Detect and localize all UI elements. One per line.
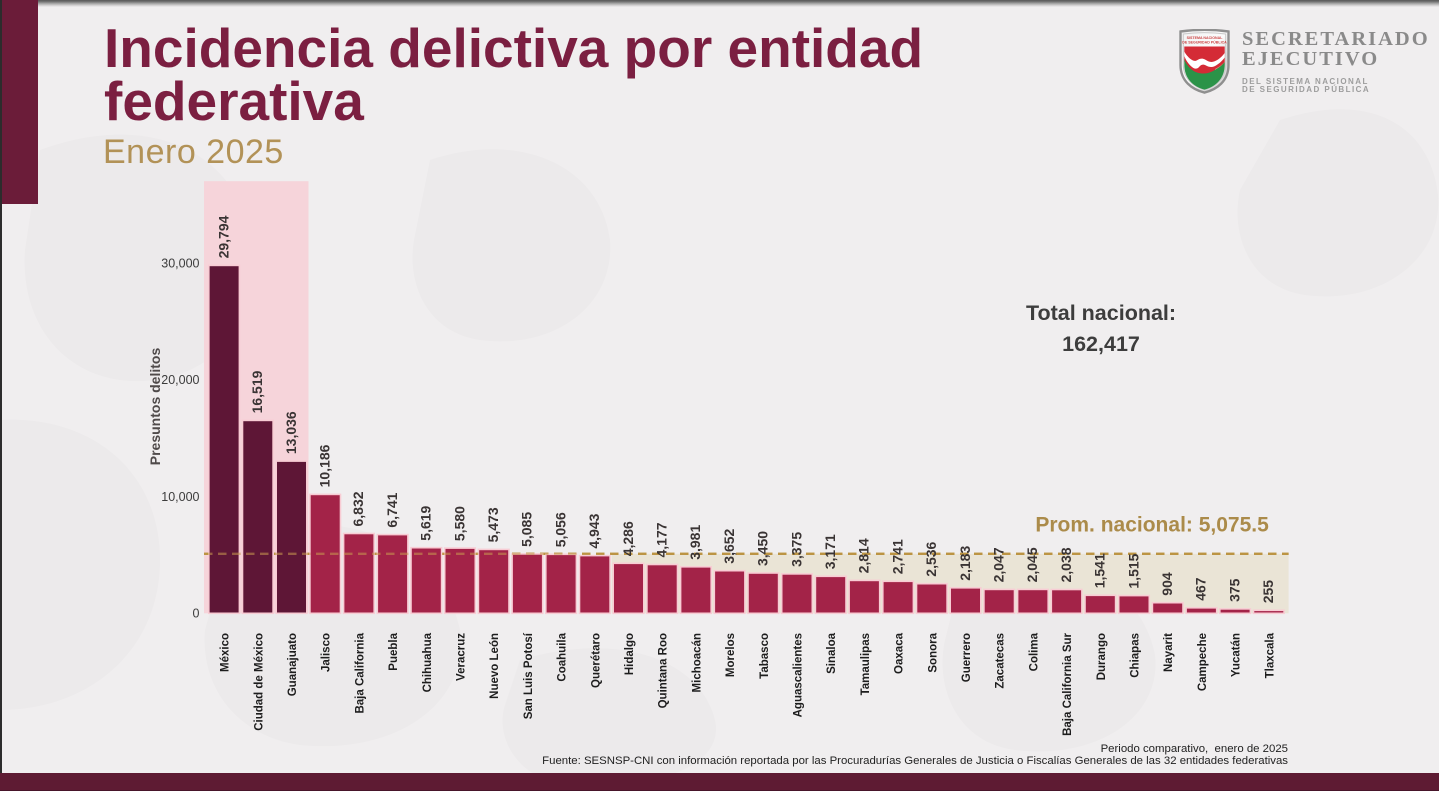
svg-text:4,943: 4,943 — [586, 513, 602, 548]
svg-text:3,981: 3,981 — [687, 525, 703, 560]
svg-text:6,832: 6,832 — [350, 491, 366, 526]
svg-text:Guerrero: Guerrero — [961, 633, 973, 682]
svg-text:Chihuahua: Chihuahua — [422, 632, 434, 692]
svg-text:6,741: 6,741 — [384, 492, 400, 527]
svg-text:Querétaro: Querétaro — [590, 633, 602, 688]
svg-text:5,056: 5,056 — [552, 512, 568, 547]
svg-text:13,036: 13,036 — [283, 411, 299, 454]
svg-text:2,183: 2,183 — [957, 546, 973, 581]
svg-text:5,580: 5,580 — [451, 506, 467, 541]
svg-text:10,000: 10,000 — [161, 490, 199, 504]
svg-text:Durango: Durango — [1096, 633, 1108, 680]
svg-text:3,450: 3,450 — [755, 531, 771, 566]
svg-text:3,652: 3,652 — [721, 528, 737, 563]
svg-text:Colima: Colima — [1028, 632, 1040, 671]
svg-text:5,085: 5,085 — [519, 512, 535, 547]
svg-text:Prom. nacional: 5,075.5: Prom. nacional: 5,075.5 — [1035, 514, 1269, 537]
svg-text:4,177: 4,177 — [654, 522, 670, 557]
svg-text:Tlaxcala: Tlaxcala — [1264, 632, 1276, 678]
svg-text:2,741: 2,741 — [889, 539, 905, 574]
svg-text:México: México — [220, 633, 232, 672]
svg-text:Oaxaca: Oaxaca — [894, 632, 906, 674]
svg-text:3,375: 3,375 — [788, 532, 804, 567]
svg-text:Tabasco: Tabasco — [759, 633, 771, 679]
svg-text:5,473: 5,473 — [485, 507, 501, 542]
svg-text:2,536: 2,536 — [923, 541, 939, 576]
svg-text:Puebla: Puebla — [388, 632, 400, 670]
svg-text:2,047: 2,047 — [991, 547, 1007, 582]
svg-text:16,519: 16,519 — [249, 370, 265, 413]
svg-text:Coahuila: Coahuila — [557, 632, 569, 681]
svg-text:3,171: 3,171 — [822, 534, 838, 569]
svg-text:Nuevo León: Nuevo León — [489, 633, 501, 699]
svg-text:20,000: 20,000 — [161, 373, 199, 387]
svg-text:Morelos: Morelos — [725, 633, 737, 677]
svg-text:Guanajuato: Guanajuato — [287, 633, 299, 696]
svg-text:Campeche: Campeche — [1197, 633, 1209, 691]
svg-text:5,619: 5,619 — [418, 505, 434, 540]
svg-text:Michoacán: Michoacán — [691, 633, 703, 692]
svg-text:29,794: 29,794 — [215, 215, 231, 258]
svg-text:Nayarit: Nayarit — [1163, 633, 1175, 672]
svg-text:Chiapas: Chiapas — [1130, 633, 1142, 678]
svg-text:DE SEGURIDAD PÚBLICA: DE SEGURIDAD PÚBLICA — [1182, 39, 1227, 44]
svg-text:2,038: 2,038 — [1058, 547, 1074, 582]
svg-text:4,286: 4,286 — [620, 521, 636, 556]
svg-text:Jalisco: Jalisco — [321, 633, 333, 672]
svg-text:Sonora: Sonora — [927, 632, 939, 672]
svg-text:467: 467 — [1193, 577, 1209, 601]
svg-text:Sinaloa: Sinaloa — [826, 632, 838, 674]
svg-text:Zacatecas: Zacatecas — [995, 633, 1007, 689]
svg-text:0: 0 — [193, 607, 200, 621]
svg-text:Yucatán: Yucatán — [1231, 633, 1243, 677]
svg-text:30,000: 30,000 — [161, 257, 199, 271]
svg-text:Tamaulipas: Tamaulipas — [860, 633, 872, 695]
svg-text:Presuntos delitos: Presuntos delitos — [147, 348, 163, 466]
svg-text:1,515: 1,515 — [1125, 553, 1141, 588]
svg-text:Quintana Roo: Quintana Roo — [658, 633, 670, 708]
svg-text:2,045: 2,045 — [1024, 547, 1040, 582]
svg-text:Aguascalientes: Aguascalientes — [793, 633, 805, 717]
svg-text:904: 904 — [1159, 572, 1175, 596]
svg-text:SISTEMA NACIONAL: SISTEMA NACIONAL — [1187, 36, 1224, 40]
svg-text:Baja California Sur: Baja California Sur — [1062, 632, 1074, 735]
svg-text:Hidalgo: Hidalgo — [624, 633, 636, 675]
svg-text:Veracruz: Veracruz — [456, 633, 468, 681]
svg-text:10,186: 10,186 — [317, 444, 333, 487]
svg-text:Ciudad de México: Ciudad de México — [253, 633, 265, 731]
svg-text:Baja California: Baja California — [354, 632, 366, 713]
svg-text:255: 255 — [1260, 580, 1276, 604]
svg-text:2,814: 2,814 — [856, 538, 872, 573]
svg-text:375: 375 — [1226, 578, 1242, 602]
svg-text:San Luis Potosí: San Luis Potosí — [523, 632, 535, 719]
svg-text:1,541: 1,541 — [1092, 553, 1108, 588]
